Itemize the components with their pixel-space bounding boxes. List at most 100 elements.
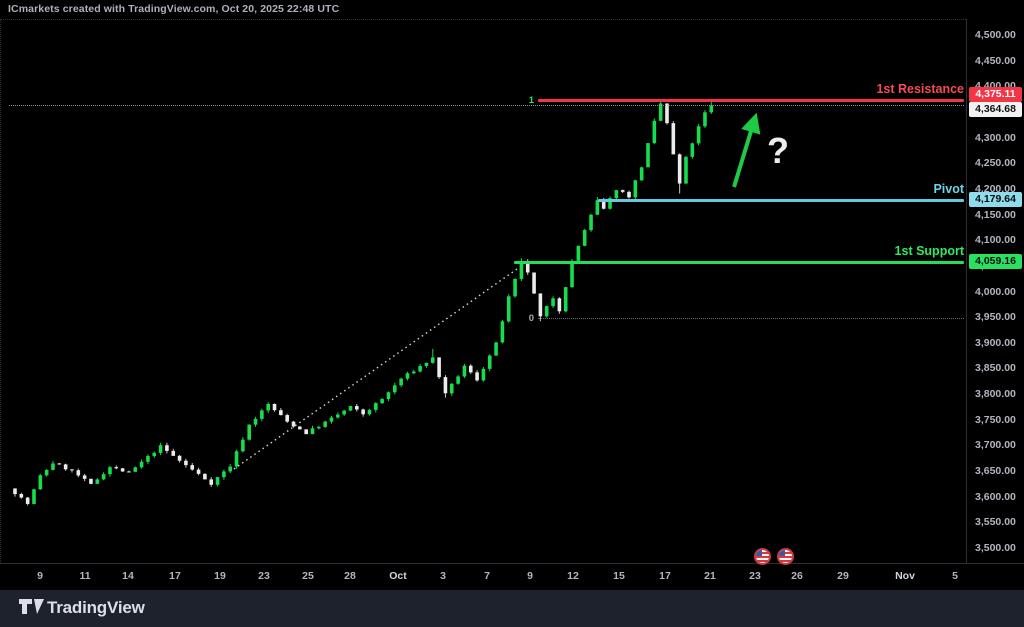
candle	[272, 403, 277, 411]
time-tick-label: 9	[37, 570, 43, 582]
candle	[13, 488, 17, 495]
candle	[374, 403, 378, 410]
candle	[677, 154, 682, 184]
candle	[247, 424, 252, 440]
candle	[399, 378, 403, 386]
candle	[82, 475, 87, 479]
candle	[241, 439, 245, 452]
chart-pane[interactable]: 1st Resistance Pivot 1st Support 1 0 ?	[0, 19, 967, 565]
candle	[437, 357, 441, 378]
time-tick-label: 15	[613, 570, 625, 582]
time-tick-label: 11	[79, 570, 91, 582]
candle	[519, 261, 524, 279]
candle	[38, 475, 43, 490]
candle	[380, 399, 384, 404]
time-tick-label: 7	[484, 570, 490, 582]
candle	[684, 156, 688, 184]
up-arrow-annotation	[732, 112, 761, 188]
candle	[342, 410, 346, 415]
candlestick-canvas[interactable]	[1, 20, 967, 564]
time-tick-label: 17	[659, 570, 671, 582]
candle	[367, 409, 372, 415]
candle	[133, 467, 138, 472]
tradingview-brand-text[interactable]: TradingView	[47, 598, 145, 617]
economic-event-flag-icon[interactable]	[754, 548, 771, 565]
price-tick-label: 3,900.00	[975, 336, 1016, 349]
candle	[633, 180, 638, 198]
candle	[608, 198, 612, 209]
candle	[456, 376, 460, 384]
candle	[89, 478, 93, 484]
candle	[576, 245, 581, 261]
candle	[506, 296, 511, 322]
price-tick-label: 4,300.00	[975, 131, 1016, 144]
price-axis[interactable]: 4,375.11 4,364.68 4,179.64 4,059.16 4,50…	[966, 19, 1024, 563]
price-tick-label: 4,000.00	[975, 285, 1016, 298]
time-axis[interactable]: 9 11 14 17 19 23 25 28 Oct 3 7 9 12 15 17 21 23 26 29 Nov 5	[0, 563, 1024, 590]
last-price-dotted-line	[9, 105, 964, 107]
candle	[203, 473, 207, 480]
candle	[25, 497, 30, 504]
resistance-price-badge: 4,375.11	[969, 87, 1022, 103]
candle	[589, 214, 593, 231]
candle	[703, 112, 707, 127]
candle	[614, 190, 619, 199]
fib-level-1-label: 1	[528, 95, 534, 107]
time-tick-label: 26	[791, 570, 803, 582]
candle	[146, 456, 150, 462]
candle	[234, 451, 239, 467]
time-tick-label: 17	[169, 570, 181, 582]
price-tick-label: 3,500.00	[975, 542, 1016, 554]
price-tick-label: 3,600.00	[975, 490, 1016, 503]
candle	[196, 469, 201, 474]
time-tick-label: 9	[527, 570, 533, 582]
candle	[184, 460, 188, 466]
candle	[690, 143, 695, 157]
candle	[222, 471, 226, 478]
candle	[658, 103, 663, 121]
candle	[563, 287, 568, 312]
candle	[481, 368, 486, 381]
support-line[interactable]	[514, 260, 964, 264]
candle	[494, 342, 498, 356]
tradingview-logo-icon[interactable]	[19, 599, 44, 618]
pivot-price-badge: 4,179.64	[969, 192, 1022, 208]
resistance-line[interactable]	[538, 98, 964, 102]
economic-event-flag-icon[interactable]	[777, 548, 794, 565]
candle	[709, 105, 714, 113]
time-tick-label: 28	[344, 570, 356, 582]
question-mark-annotation[interactable]: ?	[767, 130, 789, 171]
candle	[266, 403, 270, 411]
candle	[44, 469, 49, 476]
candle	[228, 466, 233, 472]
candle	[500, 321, 505, 343]
dotted-trendline	[233, 268, 518, 470]
candle	[513, 278, 517, 297]
fib-zero-dotted-line[interactable]	[538, 318, 964, 320]
price-tick-label: 4,100.00	[975, 234, 1016, 247]
candle	[348, 406, 353, 411]
price-tick-label: 3,750.00	[975, 413, 1016, 426]
price-tick-label: 3,650.00	[975, 465, 1016, 478]
candle	[620, 190, 625, 192]
candle	[260, 410, 264, 419]
attribution-text: ICmarkets created with TradingView.com, …	[8, 3, 340, 15]
candle	[525, 261, 530, 273]
time-tick-label: 21	[704, 570, 716, 582]
candle	[646, 143, 650, 168]
candle	[310, 428, 315, 435]
time-tick-label: 23	[749, 570, 761, 582]
candle	[386, 392, 391, 400]
pivot-line[interactable]	[598, 198, 964, 202]
candle	[279, 410, 283, 416]
candle	[462, 365, 467, 377]
time-tick-label: 29	[837, 570, 849, 582]
candle	[487, 355, 492, 369]
price-tick-label: 3,550.00	[975, 516, 1016, 529]
candle	[393, 385, 397, 393]
price-tick-label: 3,800.00	[975, 388, 1016, 401]
candle	[538, 293, 543, 317]
candle	[76, 470, 81, 476]
candle	[171, 450, 176, 456]
time-tick-label: 5	[952, 570, 958, 582]
